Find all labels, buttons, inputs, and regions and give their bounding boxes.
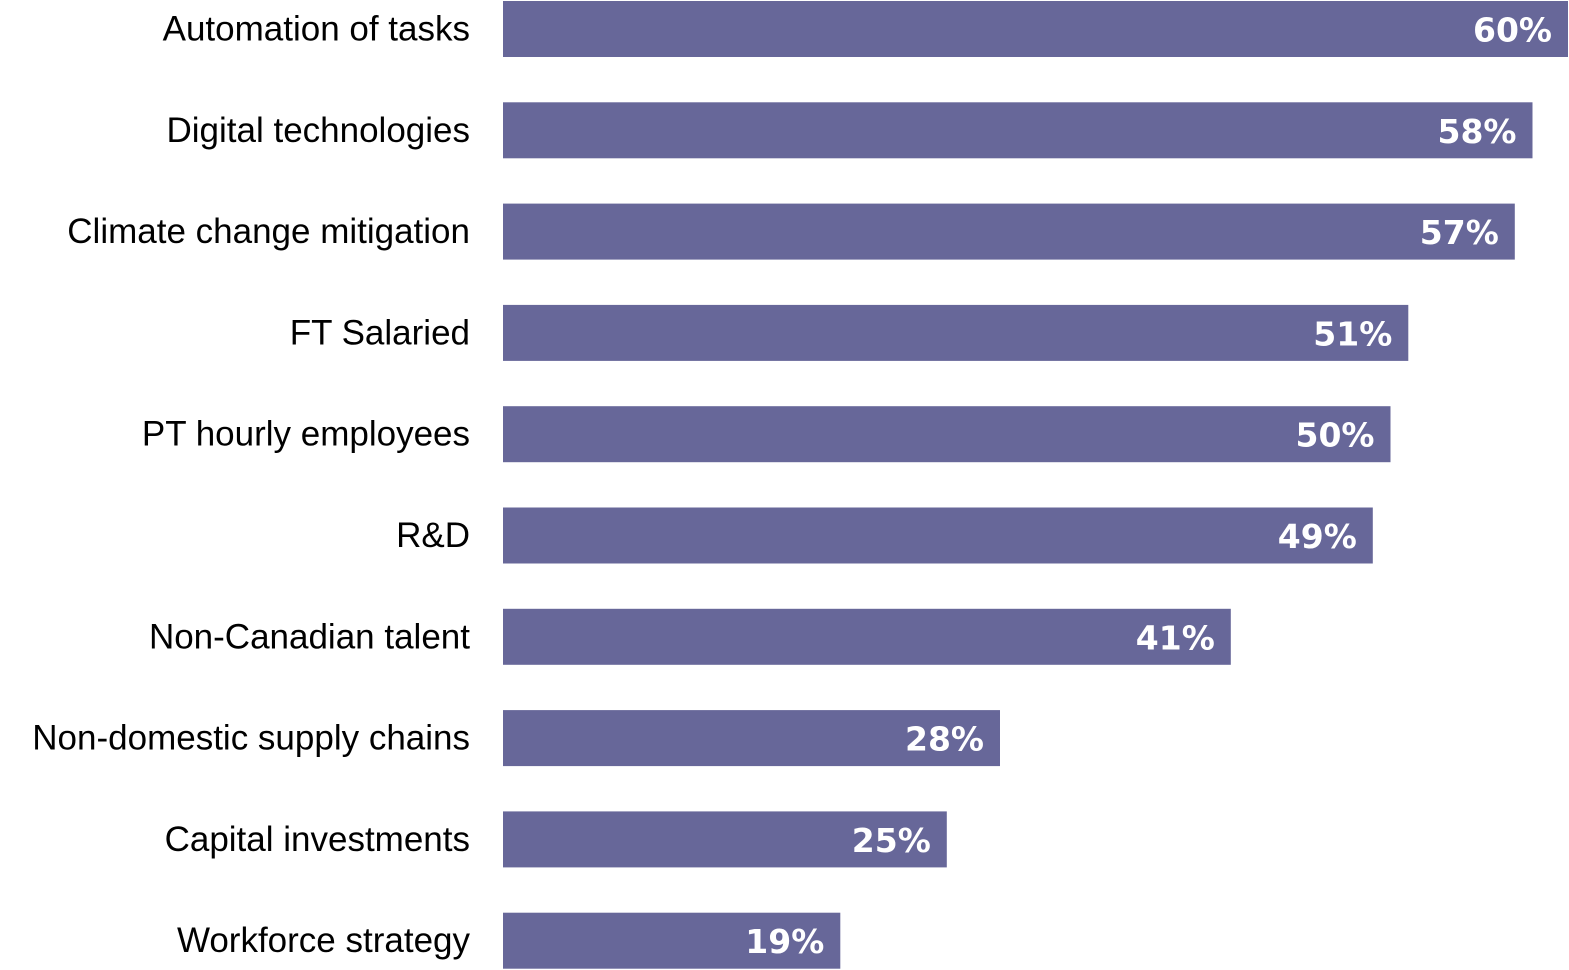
bar <box>503 912 841 969</box>
value-label: 28% <box>905 720 984 759</box>
value-label: 58% <box>1438 112 1517 151</box>
bar <box>503 507 1373 564</box>
bar <box>503 811 947 868</box>
value-label: 49% <box>1278 517 1357 556</box>
category-label: Capital investments <box>165 820 470 859</box>
category-label: Climate change mitigation <box>67 212 470 251</box>
bar <box>503 203 1515 260</box>
bar <box>503 304 1409 361</box>
value-label: 25% <box>852 821 931 860</box>
bars-group <box>503 1 1568 969</box>
bar <box>503 102 1533 159</box>
category-label: R&D <box>396 516 470 555</box>
bar <box>503 710 1000 767</box>
value-label: 41% <box>1136 618 1215 657</box>
category-labels-group: Automation of tasks Digital technologies C… <box>32 10 470 961</box>
value-label: 60% <box>1473 11 1552 50</box>
value-label: 50% <box>1296 416 1375 455</box>
category-label: Automation of tasks <box>163 10 470 49</box>
value-label: 19% <box>745 922 824 961</box>
value-label: 51% <box>1313 314 1392 353</box>
category-label: Digital technologies <box>166 111 470 150</box>
value-label: 57% <box>1420 213 1499 252</box>
bar <box>503 608 1231 665</box>
category-label: Non-Canadian talent <box>149 617 470 656</box>
category-label: FT Salaried <box>290 313 470 352</box>
bar <box>503 1 1568 57</box>
category-label: Non-domestic supply chains <box>32 719 470 758</box>
value-labels-group: 60% 58% 57% 51% 50% 49% 41% 28% 25% 19% <box>745 11 1552 962</box>
category-label: PT hourly employees <box>142 415 470 454</box>
bar <box>503 406 1391 463</box>
category-label: Workforce strategy <box>177 921 471 960</box>
